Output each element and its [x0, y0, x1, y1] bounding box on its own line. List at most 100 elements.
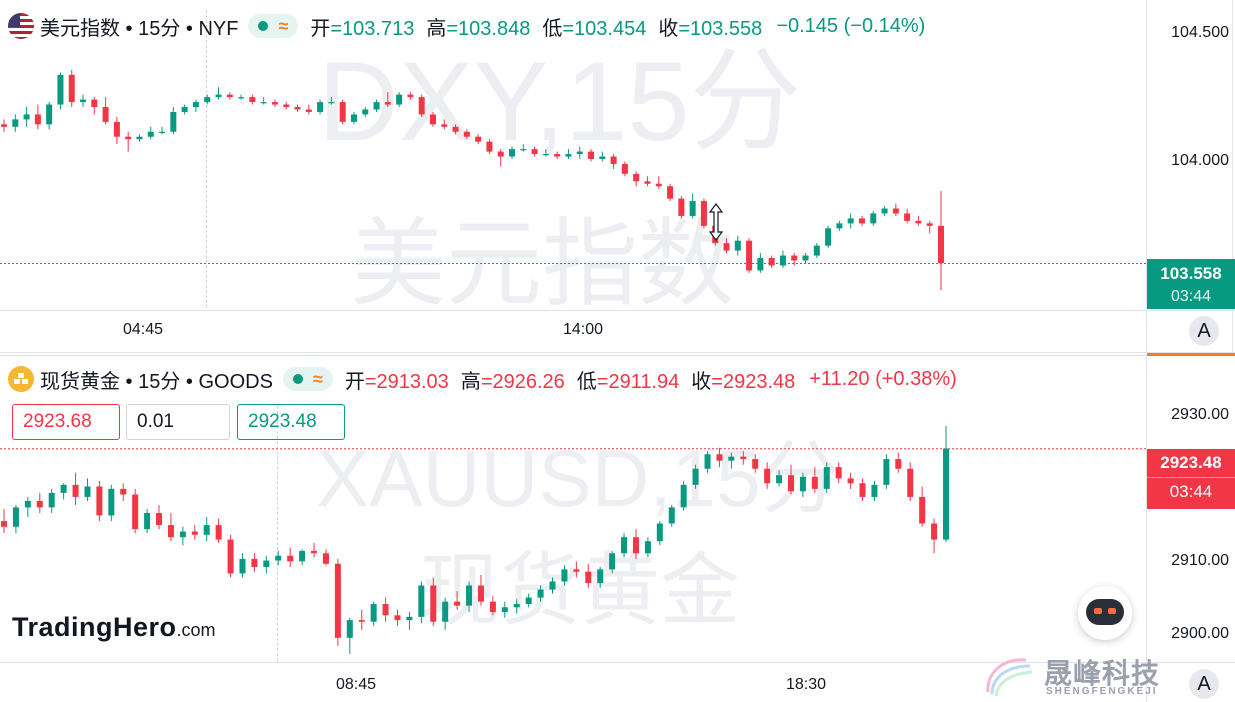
gold-candle: [251, 553, 258, 572]
dxy-candle: [23, 107, 30, 127]
gold-candle: [72, 472, 79, 505]
gold-status-pill[interactable]: ≈: [282, 367, 333, 391]
dxy-x-tick: 04:45: [123, 321, 164, 338]
dxy-candle: [655, 176, 662, 189]
gold-candle-body: [1, 521, 7, 527]
gold-last-price: 2923.48: [1147, 449, 1235, 478]
gold-candle: [501, 601, 508, 618]
dxy-candle: [915, 215, 922, 226]
dxy-candle: [91, 97, 98, 115]
tradinghero-logo: TradingHero.com: [12, 612, 216, 642]
gold-candle-body: [406, 616, 413, 621]
gold-candle-body: [215, 525, 222, 540]
gold-candle: [931, 518, 938, 554]
gold-candle-body: [382, 604, 389, 616]
gold-candle-body: [823, 467, 830, 489]
dxy-candle-body: [825, 228, 832, 246]
gold-candle-body: [96, 486, 103, 516]
gold-candle-body: [835, 467, 842, 479]
dxy-candle: [520, 144, 527, 152]
dxy-candle: [621, 161, 628, 177]
sell-button[interactable]: 2923.68: [12, 404, 120, 440]
dxy-candle-body: [633, 173, 640, 182]
dxy-candle-body: [938, 225, 944, 263]
gold-candle: [299, 549, 306, 566]
dxy-candle-body: [723, 243, 730, 251]
gold-candle: [370, 601, 377, 626]
gold-candle-body: [943, 448, 949, 540]
dxy-chart-pane[interactable]: DXY,15分 美元指数 美元指数 • 15分 • NYF ≈ 开=103.71…: [0, 0, 1235, 352]
gold-candle: [132, 488, 139, 534]
gold-candle-body: [776, 475, 783, 484]
dxy-candle: [159, 126, 166, 135]
gold-candle-body: [811, 476, 818, 489]
dxy-candle: [576, 146, 583, 159]
dxy-candle-body: [181, 107, 188, 112]
gold-change: +11.20 (+0.38%): [809, 367, 957, 390]
gold-candle: [382, 597, 389, 622]
gold-candle-body: [430, 585, 437, 622]
gold-candle-body: [287, 555, 294, 562]
gold-candle-body: [454, 601, 461, 606]
gold-symbol-title[interactable]: 现货黄金 • 15分 • GOODS: [40, 370, 273, 393]
gold-candle: [919, 486, 926, 527]
dxy-candle-body: [576, 151, 583, 155]
dxy-candle: [147, 126, 154, 140]
dxy-candle-body: [441, 124, 448, 127]
gold-countdown: 03:44: [1169, 482, 1213, 501]
dxy-candle: [531, 146, 538, 157]
dxy-candle-body: [113, 121, 120, 137]
gold-candle-body: [179, 531, 186, 538]
gold-candle: [394, 609, 401, 626]
gold-close: 收=2923.48: [691, 370, 796, 393]
gold-candle: [1, 509, 7, 534]
dxy-status-pill[interactable]: ≈: [248, 14, 299, 38]
gold-candle: [525, 593, 532, 608]
dxy-candle-body: [621, 163, 628, 174]
assistant-robot-button[interactable]: [1078, 586, 1132, 640]
gold-candle: [656, 521, 663, 546]
gold-candle: [36, 492, 43, 514]
dxy-candle: [554, 151, 561, 159]
gold-candle-body: [764, 468, 771, 484]
gold-chart-pane[interactable]: XAUUSD,15分 现货黄金 现货黄金 • 15分 • GOODS ≈ 开=2…: [0, 356, 1235, 702]
dxy-candle-body: [892, 208, 899, 214]
dxy-candle: [452, 124, 459, 135]
dxy-candle-body: [407, 94, 414, 98]
buy-button[interactable]: 2923.48: [237, 404, 345, 440]
market-open-dot-icon: [258, 21, 269, 31]
dxy-candle-body: [418, 97, 425, 115]
dxy-candle-body: [12, 119, 19, 127]
dxy-candle: [779, 250, 786, 268]
dxy-candle-body: [509, 149, 516, 157]
dxy-price-axis[interactable]: 104.500 104.000: [1147, 0, 1235, 310]
dxy-candle-body: [858, 218, 865, 224]
gold-legend[interactable]: 现货黄金 • 15分 • GOODS ≈ 开=2913.03 高=2926.26…: [8, 364, 957, 394]
dxy-candle-body: [91, 99, 98, 108]
dxy-change: −0.145 (−0.14%): [776, 14, 926, 37]
dxy-x-tick: 14:00: [563, 321, 604, 338]
gold-candle: [167, 513, 174, 542]
gold-candle: [597, 566, 604, 588]
gold-candle-body: [919, 496, 926, 524]
dxy-auto-scale-button[interactable]: A: [1189, 316, 1219, 346]
dxy-candle: [497, 149, 504, 167]
dxy-candle: [565, 149, 572, 159]
dxy-symbol-title[interactable]: 美元指数 • 15分 • NYF: [40, 17, 239, 40]
gold-candle: [358, 609, 365, 630]
dxy-candle: [113, 116, 120, 145]
gold-candle-body: [251, 558, 258, 567]
pane-divider[interactable]: [0, 352, 1235, 356]
dxy-candle: [384, 92, 391, 108]
gold-candle-body: [394, 615, 401, 621]
gold-auto-scale-button[interactable]: A: [1189, 669, 1219, 699]
dxy-legend[interactable]: 美元指数 • 15分 • NYF ≈ 开=103.713 高=103.848 低…: [8, 11, 925, 41]
dxy-candle: [396, 92, 403, 108]
spread-field[interactable]: 0.01: [126, 404, 230, 440]
gold-y-tick: 2900.00: [1171, 625, 1229, 642]
gold-candle: [477, 575, 484, 606]
shengfeng-logo: 晟峰科技 SHENGFENGKEJI: [982, 652, 1182, 702]
gold-price-axis[interactable]: 2930.00 2910.00 2900.00: [1147, 356, 1235, 662]
gold-candle: [895, 452, 902, 473]
gold-candle-body: [442, 601, 449, 622]
